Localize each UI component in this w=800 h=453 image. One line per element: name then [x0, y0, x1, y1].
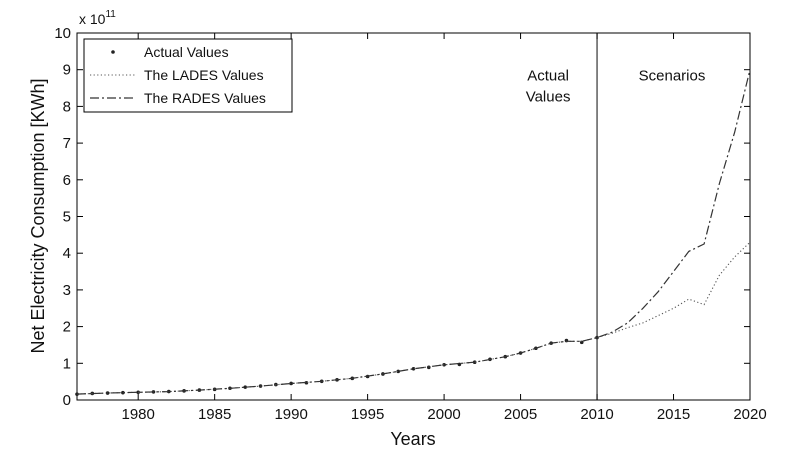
x-axis-title: Years: [390, 429, 435, 449]
legend-marker: [111, 50, 115, 54]
x-tick-label: 2020: [733, 406, 766, 423]
actual-value-point: [121, 390, 125, 395]
actual-value-point: [396, 369, 401, 374]
series-3-line: [76, 69, 751, 395]
legend-box: [83, 38, 293, 113]
actual-value-point: [243, 385, 248, 389]
x-tick-label: 2015: [657, 406, 690, 423]
y-tick-label: 0: [63, 392, 71, 409]
x-tick-label: 1980: [121, 406, 154, 423]
actual-value-point: [411, 367, 416, 371]
legend: Actual Values The LADES Values The RADES V…: [83, 38, 293, 113]
x-tick-label: 1995: [351, 406, 384, 423]
annotation-actual: Actual: [527, 68, 569, 85]
legend-label: The RADES Values: [144, 90, 266, 106]
x-tick-label: 1985: [198, 406, 231, 423]
annotation-scenarios: Scenarios: [639, 68, 706, 85]
legend-label: The LADES Values: [144, 67, 264, 83]
actual-value-point: [442, 362, 446, 367]
x-tick-label: 2010: [580, 406, 613, 423]
actual-value-point: [289, 381, 293, 386]
legend-label: Actual Values: [144, 44, 229, 60]
x-tick-label: 1990: [274, 406, 307, 423]
y-tick-label: 5: [63, 209, 71, 226]
y-tick-label: 9: [63, 62, 71, 79]
x-tick-label: 2000: [427, 406, 460, 423]
actual-value-point: [457, 362, 462, 367]
x-tick-label: 2005: [504, 406, 537, 423]
y-tick-label: 3: [63, 282, 71, 299]
y-tick-label: 6: [63, 172, 71, 189]
y-axis-title: Net Electricity Consumption [KWh]: [28, 78, 48, 353]
y-tick-label: 10: [54, 25, 71, 42]
actual-value-point: [75, 392, 79, 396]
annotation-actual: Values: [526, 89, 571, 106]
y-tick-label: 7: [63, 135, 71, 152]
y-tick-label: 1: [63, 355, 71, 372]
y-tick-label: 4: [63, 245, 71, 262]
y-multiplier: x 1011: [79, 9, 116, 27]
y-tick-label: 2: [63, 319, 71, 336]
y-tick-label: 8: [63, 98, 71, 115]
